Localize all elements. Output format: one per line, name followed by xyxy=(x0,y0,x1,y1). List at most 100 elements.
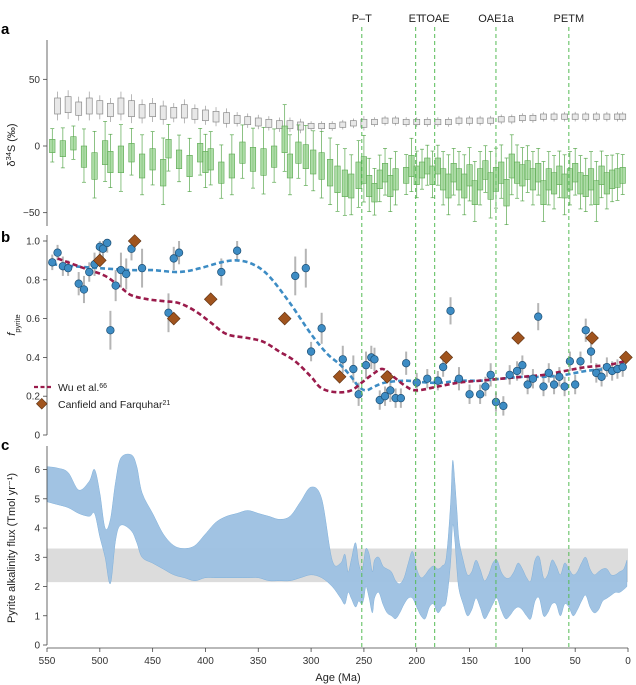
sulfate-box xyxy=(619,113,627,120)
panel-c-plot xyxy=(46,453,628,620)
pyrite-box xyxy=(207,148,214,171)
pyrite-box xyxy=(545,168,552,191)
pyrite-box xyxy=(392,168,399,191)
pyrite-box xyxy=(566,168,573,191)
sulfate-box xyxy=(276,120,283,130)
canfield-diamond xyxy=(127,234,142,248)
pyrite-box xyxy=(556,165,563,185)
event-label: P–T xyxy=(352,13,372,25)
pyrite-box xyxy=(593,180,600,205)
pyrite-box xyxy=(376,169,383,189)
sulfate-box xyxy=(339,121,347,128)
pyrite-box xyxy=(186,155,193,177)
fpyrite-point xyxy=(618,362,627,372)
sulfate-box xyxy=(233,114,241,124)
sulfate-box xyxy=(371,118,378,126)
event-label: TOAE xyxy=(420,13,450,25)
pyrite-box xyxy=(508,153,515,179)
panel-b-ytick-label: 0.6 xyxy=(26,314,40,325)
fpyrite-point xyxy=(446,306,455,315)
pyrite-box xyxy=(519,164,526,187)
fpyrite-point xyxy=(423,374,432,383)
pyrite-box xyxy=(482,160,489,180)
fpyrite-point xyxy=(565,357,575,366)
fpyrite-point xyxy=(499,401,508,411)
fpyrite-point xyxy=(512,366,522,376)
panel-b-ytick-label: 1.0 xyxy=(26,237,40,248)
pyrite-box xyxy=(561,173,568,199)
fpyrite-point xyxy=(481,382,490,391)
fpyrite-point xyxy=(370,355,379,364)
pyrite-box xyxy=(609,169,616,189)
fpyrite-point xyxy=(539,382,548,391)
pyrite-box xyxy=(403,167,410,184)
sulfate-box xyxy=(413,118,421,126)
pyrite-box xyxy=(59,140,66,157)
pyrite-box xyxy=(197,143,204,163)
sulfate-box xyxy=(392,117,399,124)
pyrite-box xyxy=(348,173,355,199)
pyrite-box xyxy=(165,139,172,159)
pyrite-box xyxy=(582,175,589,197)
fpyrite-point xyxy=(581,326,590,335)
panel-a-ytick-label: −50 xyxy=(23,208,40,219)
fpyrite-point xyxy=(79,285,89,294)
event-label: PETM xyxy=(554,13,585,25)
sulfate-box xyxy=(582,113,590,120)
pyrite-box xyxy=(487,172,494,200)
fpyrite-point xyxy=(164,308,173,317)
sulfate-box xyxy=(381,117,389,124)
fpyrite-point xyxy=(354,390,363,399)
panel-label-b: b xyxy=(1,229,10,246)
pyrite-box xyxy=(572,163,579,183)
fpyrite-point xyxy=(597,372,606,381)
pyrite-box xyxy=(466,164,473,187)
fpyrite-point xyxy=(402,359,411,368)
panel-a-plot xyxy=(49,90,627,226)
sulfate-box xyxy=(149,102,156,118)
pyrite-box xyxy=(327,159,334,187)
pyrite-box xyxy=(286,153,294,179)
fpyrite-point xyxy=(169,254,178,263)
pyrite-box xyxy=(434,157,441,175)
panel-b-ytick-label: 0.2 xyxy=(26,392,40,403)
sulfate-box xyxy=(466,117,473,124)
pyrite-box xyxy=(239,141,246,164)
pyrite-box xyxy=(175,149,183,169)
pyrite-box xyxy=(49,139,56,153)
sulfate-box xyxy=(286,120,294,130)
fpyrite-point xyxy=(361,361,371,370)
sulfate-box xyxy=(540,113,547,120)
fpyrite-point xyxy=(291,271,300,281)
panel-c-ytick-label: 2 xyxy=(34,582,40,593)
pyrite-box xyxy=(503,179,510,207)
fpyrite-point xyxy=(454,374,464,383)
pyrite-box xyxy=(149,148,156,171)
x-tick-label: 300 xyxy=(303,656,320,667)
sulfate-box xyxy=(254,117,262,127)
sulfate-box xyxy=(117,97,125,115)
panel-b-plot xyxy=(48,234,633,416)
pyrite-box xyxy=(302,144,309,169)
sulfate-box xyxy=(571,113,579,120)
pyrite-box xyxy=(295,141,302,164)
pyrite-box xyxy=(202,151,209,173)
fpyrite-point xyxy=(217,267,226,277)
x-tick-label: 200 xyxy=(408,656,425,667)
pyrite-box xyxy=(334,165,341,193)
fpyrite-point xyxy=(174,248,184,257)
pyrite-box xyxy=(310,149,317,175)
canfield-diamond xyxy=(332,370,347,384)
pyrite-box xyxy=(387,175,394,197)
sulfate-box xyxy=(519,114,526,122)
canfield-diamond xyxy=(166,311,181,326)
x-tick-label: 0 xyxy=(625,656,631,667)
pyrite-box xyxy=(341,169,348,197)
canfield-diamond xyxy=(380,370,394,384)
x-tick-label: 250 xyxy=(356,656,373,667)
pyrite-box xyxy=(366,175,373,197)
pyrite-box xyxy=(249,147,257,172)
canfield-diamond xyxy=(511,331,525,345)
pyrite-box xyxy=(514,161,521,184)
sulfate-box xyxy=(455,117,463,124)
